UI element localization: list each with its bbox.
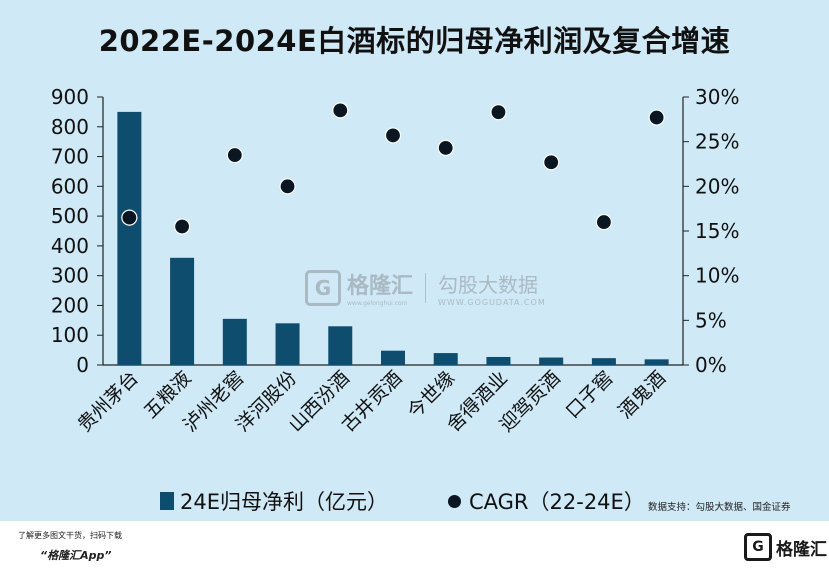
- bar: [486, 356, 511, 365]
- left-tick-label: 0: [76, 353, 89, 377]
- left-tick-label: 400: [51, 234, 89, 258]
- footer-promo: 了解更多图文干货，扫码下载 “格隆汇App”: [18, 530, 122, 563]
- watermark: G 格隆汇 www.gelonghui.com 勾股大数据 WWW.GOGUDA…: [305, 268, 546, 307]
- cagr-point: [595, 213, 613, 231]
- footer-logo: G 格隆汇: [744, 533, 827, 561]
- right-tick-label: 10%: [695, 264, 739, 288]
- bar: [117, 111, 142, 365]
- category-label: 贵州茅台: [74, 367, 143, 436]
- cagr-point: [384, 127, 402, 144]
- chart: 0 100 200 300 400 500 600 700 800 900 0% 5% 10% 15% 20…: [51, 85, 740, 436]
- left-tick-label: 900: [51, 85, 89, 109]
- right-tick-label: 20%: [695, 174, 739, 198]
- cagr-point: [648, 109, 665, 126]
- footer-logo-name: 格隆汇: [776, 539, 827, 560]
- bar: [381, 350, 405, 365]
- category-label: 口子窖: [562, 367, 618, 423]
- left-tick-label: 200: [51, 293, 89, 317]
- left-tick-label: 800: [51, 115, 89, 139]
- bar: [222, 318, 247, 365]
- cagr-point: [173, 218, 191, 235]
- footer-promo-line: 了解更多图文干货，扫码下载: [18, 531, 122, 540]
- bar: [539, 357, 564, 365]
- chart-title: 2022E-2024E白酒标的归母净利润及复合增速: [98, 24, 731, 58]
- left-tick-label: 700: [51, 145, 89, 169]
- bar: [275, 323, 300, 365]
- footer-logo-icon: G: [744, 533, 772, 561]
- cagr-point: [490, 104, 507, 121]
- legend-dot-label: CAGR（22-24E）: [469, 490, 645, 514]
- watermark-brand: 格隆汇 www.gelonghui.com: [347, 268, 413, 307]
- watermark-brand-url: www.gelonghui.com: [347, 300, 408, 307]
- cagr-point: [226, 146, 243, 164]
- right-tick-label: 15%: [695, 219, 739, 243]
- legend-dot-swatch: [448, 494, 461, 508]
- watermark-brand2-url: WWW.GOGUDATA.COM: [438, 297, 546, 307]
- category-label: 酒鬼酒: [614, 367, 670, 423]
- bar: [591, 358, 616, 365]
- legend: 24E归母净利（亿元） CAGR（22-24E）: [160, 486, 645, 516]
- legend-bar-label: 24E归母净利（亿元）: [180, 490, 388, 514]
- cagr-point: [121, 209, 138, 226]
- cagr-point: [332, 102, 349, 119]
- gelonghui-logo-icon: G: [305, 269, 341, 306]
- cagr-point: [279, 178, 296, 195]
- watermark-brand2-name: 勾股大数据: [438, 272, 539, 297]
- cagr-point: [543, 154, 560, 171]
- watermark-brand2: 勾股大数据 WWW.GOGUDATA.COM: [438, 269, 546, 307]
- source-note: 数据支持：勾股大数据、国金证券: [648, 502, 791, 513]
- left-tick-label: 100: [51, 323, 89, 347]
- bar: [328, 326, 353, 365]
- right-tick-label: 5%: [695, 308, 727, 332]
- legend-bar-swatch: [160, 492, 174, 510]
- right-tick-label: 0%: [695, 353, 727, 377]
- watermark-brand-name: 格隆汇: [347, 274, 414, 299]
- bar: [644, 359, 669, 365]
- watermark-divider: [425, 272, 427, 303]
- footer-app-name: “格隆汇App”: [40, 549, 112, 562]
- cagr-point: [437, 139, 454, 157]
- left-tick-label: 600: [51, 174, 89, 198]
- left-tick-label: 500: [51, 204, 89, 228]
- bar: [170, 257, 195, 365]
- bar: [433, 353, 458, 365]
- right-tick-label: 25%: [695, 130, 739, 154]
- left-tick-label: 300: [51, 264, 89, 288]
- right-tick-label: 30%: [695, 85, 739, 109]
